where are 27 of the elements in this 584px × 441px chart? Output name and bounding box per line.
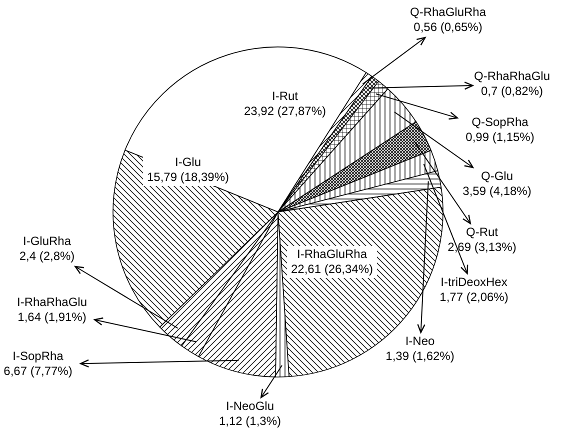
data-label: 6,67 (7,77%) bbox=[4, 364, 72, 378]
slice-label: I-RhaRhaGlu bbox=[16, 295, 88, 309]
slice-label: I-triDeoxHex bbox=[440, 275, 508, 289]
data-label: 1,39 (1,62%) bbox=[386, 349, 454, 363]
data-label: 3,59 (4,18%) bbox=[462, 184, 532, 198]
slice-label: I-SopRha bbox=[12, 349, 64, 363]
slice-label: I-NeoGlu bbox=[226, 399, 274, 413]
slice-label: I-Rut bbox=[272, 89, 299, 103]
data-label: 2,4 (2,8%) bbox=[19, 249, 75, 263]
data-label: 15,79 (18,39%) bbox=[146, 170, 230, 184]
data-label: 0,99 (1,15%) bbox=[466, 130, 534, 144]
data-label: 23,92 (27,87%) bbox=[244, 104, 326, 118]
slice-label: I-Neo bbox=[405, 334, 435, 348]
slice-label: I-RhaGluRha bbox=[296, 247, 368, 261]
slice-label: I-Glu bbox=[174, 155, 202, 169]
data-label: 0,7 (0,82%) bbox=[480, 84, 544, 98]
slice-label: Q-RhaGluRha bbox=[410, 5, 486, 19]
data-label: 1,12 (1,3%) bbox=[218, 414, 282, 428]
data-label: 1,77 (2,06%) bbox=[440, 290, 508, 304]
slice-label: Q-Rut bbox=[466, 225, 499, 239]
data-label: 22,61 (26,34%) bbox=[290, 262, 374, 276]
slice-label: Q-RhaRhaGlu bbox=[474, 69, 550, 83]
slice-label: I-GluRha bbox=[22, 234, 72, 248]
data-label: 1,64 (1,91%) bbox=[18, 310, 86, 324]
data-label: 0,56 (0,65%) bbox=[414, 20, 482, 34]
slice-label: Q-SopRha bbox=[472, 115, 529, 129]
slice-label: Q-Glu bbox=[480, 169, 514, 183]
